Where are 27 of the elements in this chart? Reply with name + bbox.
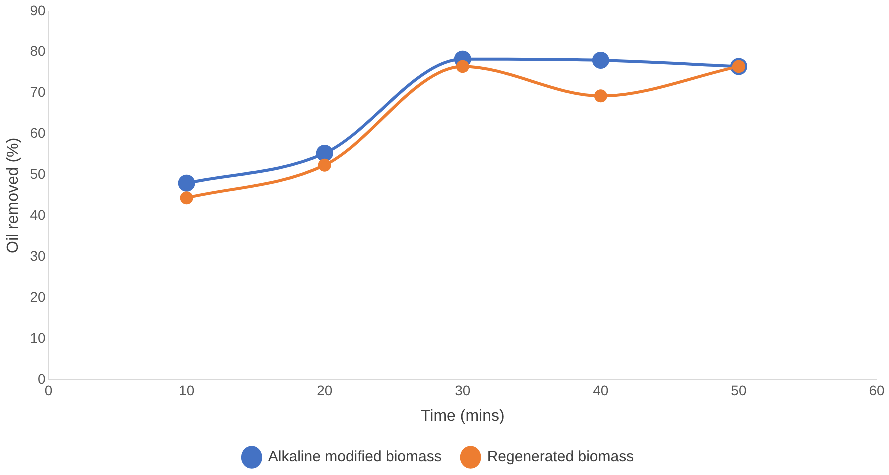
x-tick-label: 20 (317, 382, 333, 398)
legend-label: Regenerated biomass (487, 448, 634, 466)
y-tick-label: 20 (30, 288, 46, 305)
y-tick-label: 60 (30, 125, 46, 142)
point (178, 174, 196, 192)
y-tick-label: 10 (30, 330, 46, 346)
y-tick-label: 0 (38, 370, 46, 387)
point (180, 192, 194, 205)
x-tick-label: 30 (455, 382, 471, 398)
point (316, 145, 334, 162)
point (318, 158, 332, 172)
point (594, 90, 608, 103)
point (456, 60, 470, 74)
x-tick-label: 40 (593, 382, 609, 398)
legend-label: Alkaline modified biomass (268, 448, 442, 466)
y-tick-label: 30 (30, 248, 46, 264)
y-tick-label: 50 (30, 166, 46, 182)
y-tick-label: 40 (30, 207, 46, 224)
x-tick-label: 10 (179, 382, 195, 398)
point (592, 52, 610, 70)
y-tick-label: 90 (30, 2, 46, 18)
x-tick-label: 60 (869, 382, 885, 398)
y-tick-label: 80 (30, 43, 46, 60)
x-tick-label: 50 (731, 382, 747, 398)
x-axis-title: Time (mins) (420, 408, 505, 425)
y-tick-label: 70 (30, 84, 46, 100)
y-axis-title: Oil removed (%) (5, 138, 22, 254)
